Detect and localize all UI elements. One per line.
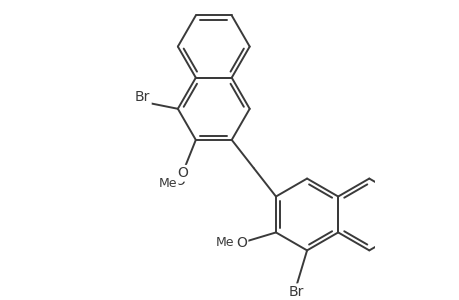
Text: Br: Br xyxy=(134,90,150,104)
Text: O: O xyxy=(174,174,185,188)
Text: Br: Br xyxy=(288,285,304,299)
Text: O: O xyxy=(235,236,246,250)
Text: O: O xyxy=(177,166,188,180)
Text: Me: Me xyxy=(158,177,177,190)
Text: Me: Me xyxy=(216,236,234,249)
